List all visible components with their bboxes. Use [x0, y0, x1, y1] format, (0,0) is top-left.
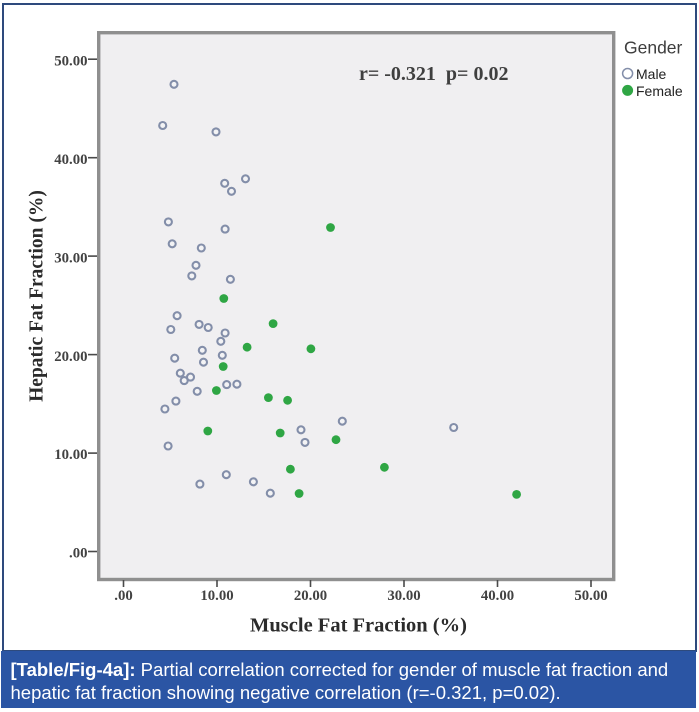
svg-text:Hepatic Fat Fraction (%): Hepatic Fat Fraction (%) — [27, 190, 48, 402]
svg-text:50.00: 50.00 — [54, 53, 87, 69]
svg-text:Male: Male — [636, 66, 667, 82]
svg-text:r= -0.321 p= 0.02: r= -0.321 p= 0.02 — [359, 63, 508, 85]
svg-text:30.00: 30.00 — [54, 250, 87, 266]
svg-text:20.00: 20.00 — [54, 349, 87, 365]
svg-text:50.00: 50.00 — [574, 588, 607, 604]
svg-text:10.00: 10.00 — [200, 588, 233, 604]
svg-text:20.00: 20.00 — [294, 588, 327, 604]
svg-text:10.00: 10.00 — [54, 447, 87, 463]
svg-text:Gender: Gender — [624, 38, 683, 58]
svg-text:40.00: 40.00 — [54, 152, 87, 168]
svg-text:Muscle Fat Fraction (%): Muscle Fat Fraction (%) — [250, 615, 467, 637]
svg-text:.00: .00 — [69, 546, 88, 562]
svg-text:30.00: 30.00 — [387, 588, 420, 604]
svg-text:40.00: 40.00 — [481, 588, 514, 604]
svg-text:.00: .00 — [114, 588, 133, 604]
svg-text:Female: Female — [636, 83, 683, 99]
